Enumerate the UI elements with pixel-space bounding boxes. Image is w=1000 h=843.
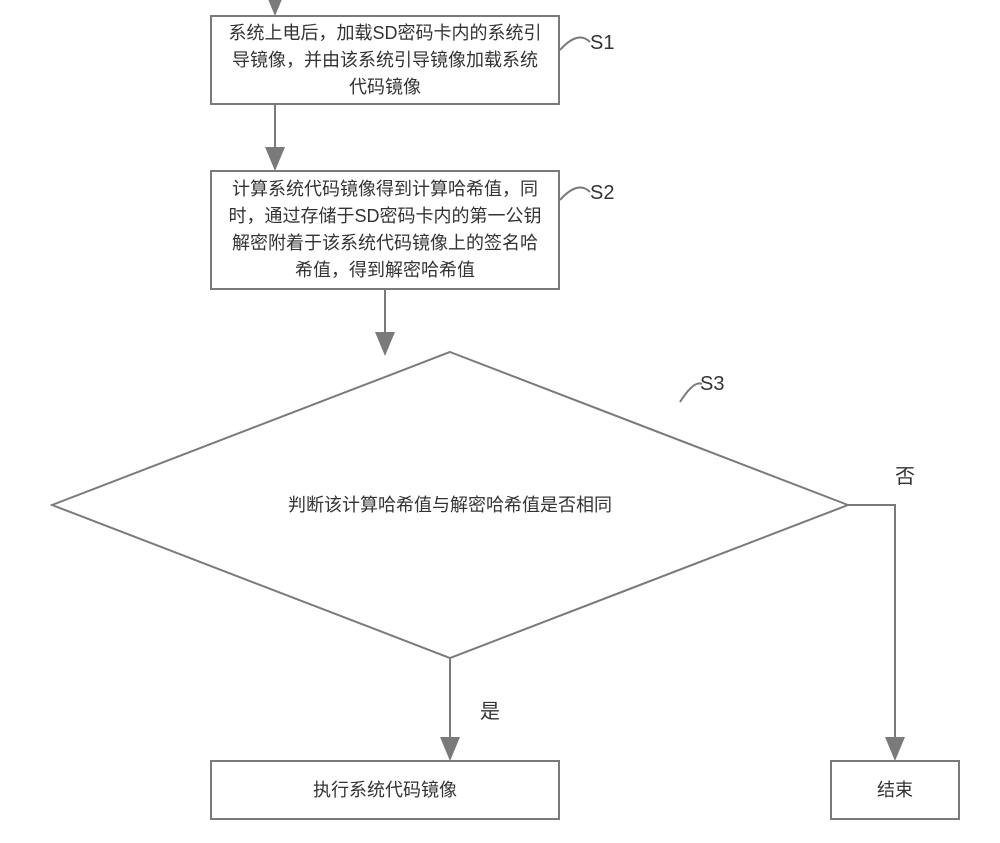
label-s3: S3 [700,373,724,396]
arrow-s3-end [848,505,895,759]
step-s2-text: 计算系统代码镜像得到计算哈希值，同时，通过存储于SD密码卡内的第一公钥解密附着于… [224,176,546,284]
label-no: 否 [895,460,915,489]
execute-box: 执行系统代码镜像 [210,760,560,820]
step-s1-box: 系统上电后，加载SD密码卡内的系统引导镜像，并由该系统引导镜像加载系统代码镜像 [210,15,560,105]
end-box: 结束 [830,760,960,820]
decision-diamond: 判断该计算哈希值与解密哈希值是否相同 [50,350,850,660]
step-s1-text: 系统上电后，加载SD密码卡内的系统引导镜像，并由该系统引导镜像加载系统代码镜像 [224,20,546,101]
connector-s2-label [560,188,590,201]
execute-text: 执行系统代码镜像 [313,777,457,804]
end-text: 结束 [877,777,913,804]
decision-text: 判断该计算哈希值与解密哈希值是否相同 [50,350,850,660]
label-yes: 是 [480,695,500,724]
label-s1: S1 [590,32,614,55]
label-s2: S2 [590,182,614,205]
step-s2-box: 计算系统代码镜像得到计算哈希值，同时，通过存储于SD密码卡内的第一公钥解密附着于… [210,170,560,290]
connector-s1-label [560,38,590,51]
